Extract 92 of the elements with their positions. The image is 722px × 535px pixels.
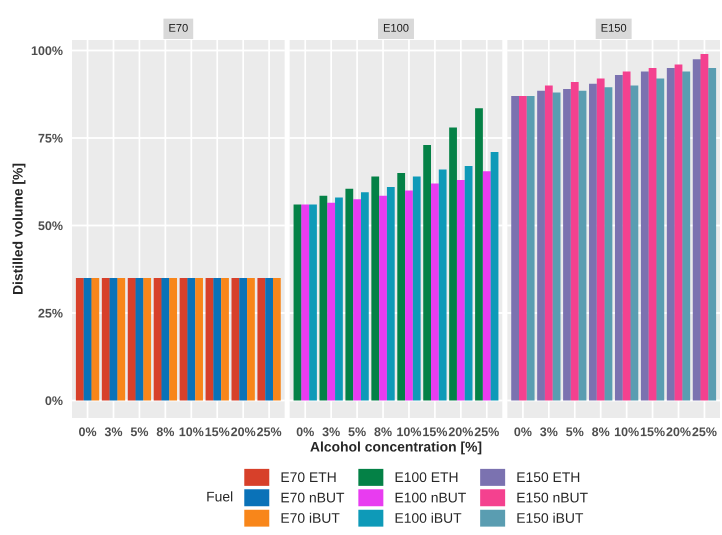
legend-title: Fuel — [207, 491, 232, 502]
x-tick-label: 8% — [592, 427, 610, 436]
bar — [630, 86, 638, 400]
legend-label: E100 ETH — [396, 472, 458, 482]
x-tick-label: 15% — [206, 427, 230, 436]
bar — [379, 196, 387, 400]
bar — [544, 86, 553, 400]
x-tick-label: 20% — [666, 427, 691, 436]
bar — [570, 82, 579, 400]
bar — [511, 96, 520, 400]
legend-label: E70 nBUT — [282, 492, 344, 502]
x-tick-label: 25% — [257, 427, 282, 436]
bar — [301, 204, 310, 400]
x-tick-label: 5% — [130, 427, 148, 436]
x-tick-label: 5% — [348, 427, 366, 436]
x-tick-label: 3% — [540, 427, 558, 436]
bar — [666, 68, 675, 400]
bar — [386, 187, 395, 400]
bar — [614, 75, 623, 400]
bar — [692, 59, 701, 400]
bar — [537, 90, 545, 400]
legend-label: E150 ETH — [517, 472, 580, 482]
bar — [360, 192, 369, 400]
bar — [405, 190, 413, 400]
chart-title: E100 — [384, 24, 409, 32]
x-tick-label: 25% — [474, 427, 499, 436]
bar — [622, 72, 631, 400]
bar — [423, 145, 432, 400]
bar — [482, 171, 491, 400]
bar — [519, 96, 527, 400]
x-tick-label: 3% — [322, 427, 340, 436]
y-tick-label: 0% — [45, 396, 63, 406]
bar — [335, 198, 343, 400]
bar — [319, 196, 328, 400]
bar — [526, 96, 535, 400]
y-axis-title: Distilled volume [%] — [12, 164, 26, 294]
x-tick-label: 25% — [692, 427, 717, 436]
bar — [578, 90, 586, 400]
x-tick-label: 0% — [79, 427, 96, 436]
x-tick-label: 0% — [296, 427, 314, 436]
legend-label: E150 nBUT — [517, 492, 588, 502]
bar — [648, 68, 656, 400]
x-tick-label: 15% — [640, 427, 665, 436]
legend-label: E100 nBUT — [396, 492, 466, 502]
legend-label: E100 iBUT — [396, 512, 462, 523]
x-tick-label: 0% — [514, 427, 532, 436]
legend-label: E150 iBUT — [517, 512, 584, 523]
bar — [563, 89, 571, 400]
y-tick-label: 100% — [32, 46, 63, 56]
x-tick-label: 10% — [180, 427, 204, 436]
x-tick-label: 10% — [614, 427, 639, 436]
y-tick-label: 75% — [38, 134, 63, 143]
bar — [700, 54, 708, 400]
bar — [640, 72, 649, 400]
bar — [464, 166, 473, 400]
x-tick-label: 8% — [374, 427, 392, 436]
bar — [431, 184, 439, 400]
x-axis-title: Alcohol concentration [%] — [310, 441, 482, 454]
x-tick-label: 8% — [156, 427, 174, 436]
bar — [294, 204, 302, 400]
x-tick-label: 15% — [423, 427, 448, 436]
chart-title: E150 — [602, 24, 626, 32]
bar — [397, 173, 406, 400]
legend-label: E70 iBUT — [282, 512, 340, 523]
x-tick-label: 3% — [104, 427, 122, 436]
bar — [412, 176, 421, 400]
bar — [604, 87, 612, 400]
y-tick-label: 25% — [38, 308, 63, 318]
bar — [371, 176, 380, 400]
legend-label: E70 ETH — [282, 472, 336, 482]
bar — [682, 72, 690, 400]
x-tick-label: 20% — [448, 427, 474, 436]
bar — [656, 78, 664, 400]
bar — [708, 68, 716, 400]
bar — [438, 170, 447, 400]
bar — [353, 199, 361, 400]
bar — [552, 92, 560, 400]
bar — [596, 78, 605, 400]
bar — [309, 204, 317, 400]
x-tick-label: 5% — [566, 427, 584, 436]
bar — [674, 64, 682, 400]
x-tick-label: 10% — [397, 427, 422, 436]
bar — [345, 188, 354, 400]
bar — [475, 108, 483, 400]
chart-title: E70 — [169, 24, 188, 32]
y-tick-label: 50% — [38, 221, 63, 230]
bar — [589, 84, 597, 400]
bar — [490, 152, 498, 400]
x-tick-label: 20% — [231, 427, 256, 436]
bar — [456, 180, 465, 400]
bar — [327, 202, 336, 400]
bar — [449, 128, 457, 400]
